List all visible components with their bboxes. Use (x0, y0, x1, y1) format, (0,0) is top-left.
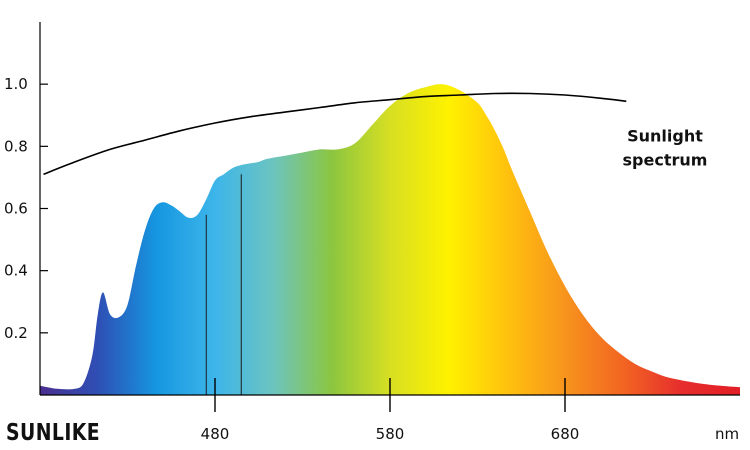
x-tick-label: 480 (201, 425, 230, 443)
y-tick-label: 0.6 (4, 200, 28, 218)
sunlight-annotation: Sunlight spectrum (623, 126, 708, 169)
spectrum-area (40, 84, 740, 396)
y-tick-label: 0.8 (4, 137, 28, 155)
y-tick-label: 1.0 (4, 75, 28, 93)
x-axis-unit-label: nm (715, 425, 739, 443)
sunlight-curve (43, 92, 627, 176)
y-tick-label: 0.4 (4, 262, 28, 280)
sunlike-logo: SUNLIKE (6, 420, 101, 446)
x-tick-label: 680 (551, 425, 580, 443)
x-tick-label: 580 (376, 425, 405, 443)
y-tick-label: 0.2 (4, 324, 28, 342)
